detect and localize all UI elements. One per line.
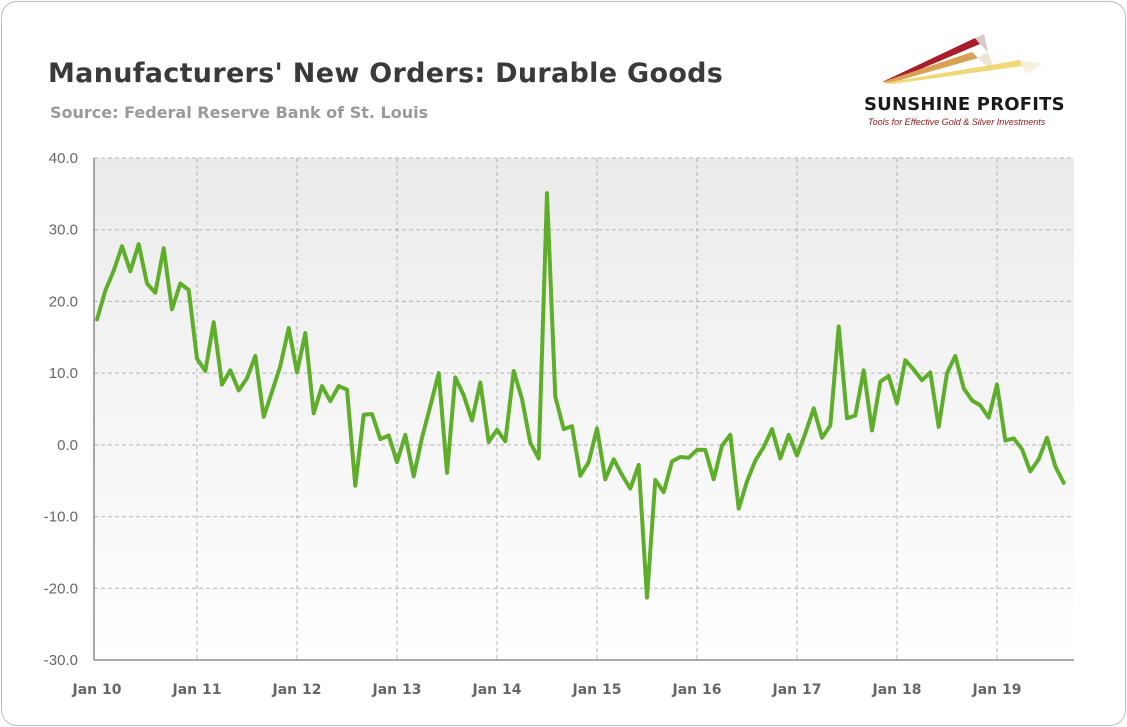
chart-source: Source: Federal Reserve Bank of St. Loui… xyxy=(50,103,429,122)
x-tick-label: Jan 14 xyxy=(472,682,522,698)
sunshine-profits-logo-icon xyxy=(882,34,1042,84)
x-tick-label: Jan 10 xyxy=(72,682,122,698)
chart-title: Manufacturers' New Orders: Durable Goods xyxy=(48,58,724,89)
x-tick-label: Jan 11 xyxy=(172,682,222,698)
y-tick-label: -10.0 xyxy=(44,509,78,526)
x-tick-label: Jan 18 xyxy=(872,682,922,698)
x-tick-label: Jan 15 xyxy=(572,682,622,698)
y-tick-label: 30.0 xyxy=(49,222,78,239)
x-tick-label: Jan 13 xyxy=(372,682,422,698)
x-tick-label: Jan 19 xyxy=(972,682,1022,698)
series-line xyxy=(95,191,1066,600)
series-layer xyxy=(95,191,1066,600)
y-tick-label: -20.0 xyxy=(44,580,78,597)
axes xyxy=(93,158,1074,661)
x-tick-label: Jan 16 xyxy=(672,682,722,698)
y-tick-label: 10.0 xyxy=(49,365,78,382)
x-tick-label: Jan 17 xyxy=(772,682,822,698)
x-axis-ticks: Jan 10 Jan 11 Jan 12 Jan 13 Jan 14 Jan 15 Jan … xyxy=(72,682,1022,698)
y-axis-ticks: 40.0 30.0 20.0 10.0 0.0 -10.0 -20.0 -30.0 xyxy=(44,150,78,669)
logo-tagline: Tools for Effective Gold & Silver Invest… xyxy=(868,117,1046,127)
y-tick-label: 40.0 xyxy=(49,150,78,167)
y-tick-label: 20.0 xyxy=(49,293,78,310)
plot-area xyxy=(94,158,1074,660)
y-tick-label: 0.0 xyxy=(57,437,78,454)
logo-name: SUNSHINE PROFITS xyxy=(864,94,1065,115)
x-tick-label: Jan 12 xyxy=(272,682,322,698)
y-tick-label: -30.0 xyxy=(44,652,78,669)
